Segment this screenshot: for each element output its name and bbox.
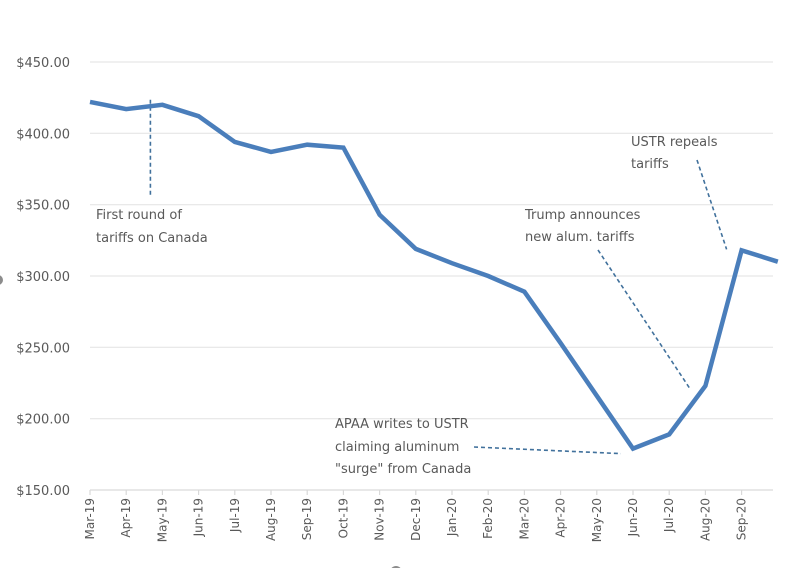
annotation-text-line: USTR repeals xyxy=(631,135,718,150)
y-tick-label: $450.00 xyxy=(16,56,70,71)
annotation-text-line: tariffs on Canada xyxy=(96,231,208,246)
annotation-text-line: Trump announces xyxy=(524,208,641,223)
x-tick-label: May-19 xyxy=(155,498,169,542)
x-axis: Mar-19 Apr-19 May-19 Jun-19 Jul-19 Aug-19 Sep-… xyxy=(83,489,773,542)
x-tick-label: Jul-19 xyxy=(228,498,242,533)
selection-handle[interactable] xyxy=(0,275,3,285)
x-tick-label: Apr-20 xyxy=(554,498,568,538)
annotation-text-line: First round of xyxy=(96,208,182,223)
x-tick-label: Feb-20 xyxy=(481,498,495,539)
y-tick-label: $300.00 xyxy=(16,270,70,285)
y-axis-ticks: $150.00 $200.00 $250.00 $300.00 $350.00 $400.… xyxy=(16,56,70,499)
annotation-apaa: APAA writes to USTR claiming aluminum "s… xyxy=(335,417,471,477)
annotation-text-line: tariffs xyxy=(631,157,669,172)
x-tick-label: Aug-20 xyxy=(698,498,712,541)
annotation-text-line: claiming aluminum xyxy=(335,440,459,455)
y-tick-label: $150.00 xyxy=(16,484,70,499)
annotation-leader-ustr xyxy=(696,159,728,250)
annotation-text-line: APAA writes to USTR xyxy=(335,417,469,432)
x-tick-label: Apr-19 xyxy=(119,498,133,538)
x-tick-label: Jun-20 xyxy=(626,498,640,537)
x-tick-label: Sep-20 xyxy=(735,498,749,540)
gridlines xyxy=(90,61,773,420)
y-tick-label: $400.00 xyxy=(16,127,70,142)
annotation-text-line: new alum. tariffs xyxy=(525,230,635,245)
x-tick-label: May-20 xyxy=(590,498,604,542)
series-layer xyxy=(89,99,779,452)
series-line xyxy=(89,99,779,452)
annotation-leaders xyxy=(149,99,728,455)
x-tick-label: Oct-19 xyxy=(336,498,350,538)
x-tick-label: Jul-20 xyxy=(662,498,676,533)
x-tick-label: Jan-20 xyxy=(445,498,459,537)
x-tick-label: Jun-19 xyxy=(192,498,206,537)
y-tick-label: $250.00 xyxy=(16,341,70,356)
x-tick-label: Nov-19 xyxy=(373,498,387,541)
x-tick-label: Dec-19 xyxy=(409,498,423,541)
data-points xyxy=(89,101,778,449)
y-tick-label: $350.00 xyxy=(16,199,70,214)
x-tick-label: Mar-19 xyxy=(83,498,97,539)
annotation-leader-apaa xyxy=(473,446,622,455)
annotation-leader-trump xyxy=(597,249,691,389)
annotation-text-line: "surge" from Canada xyxy=(335,462,471,477)
annotation-trump: Trump announces new alum. tariffs xyxy=(524,208,641,245)
x-tick-label: Mar-20 xyxy=(517,498,531,539)
y-tick-label: $200.00 xyxy=(16,413,70,428)
x-tick-label: Aug-19 xyxy=(264,498,278,541)
annotation-first-round: First round of tariffs on Canada xyxy=(96,208,208,246)
annotation-ustr: USTR repeals tariffs xyxy=(631,135,718,172)
x-tick-label: Sep-19 xyxy=(300,498,314,540)
